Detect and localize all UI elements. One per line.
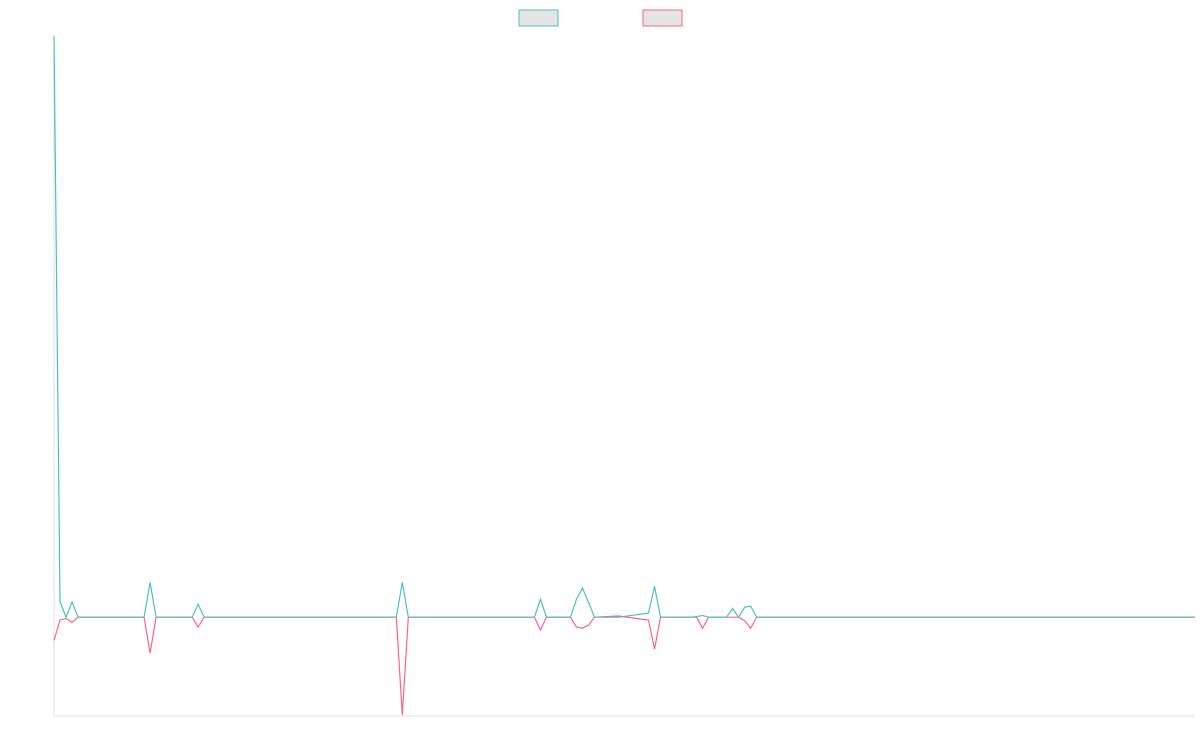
legend-swatch xyxy=(642,9,683,27)
line-series xyxy=(53,615,1195,715)
line-series xyxy=(53,35,1195,619)
legend-swatch xyxy=(518,9,559,27)
